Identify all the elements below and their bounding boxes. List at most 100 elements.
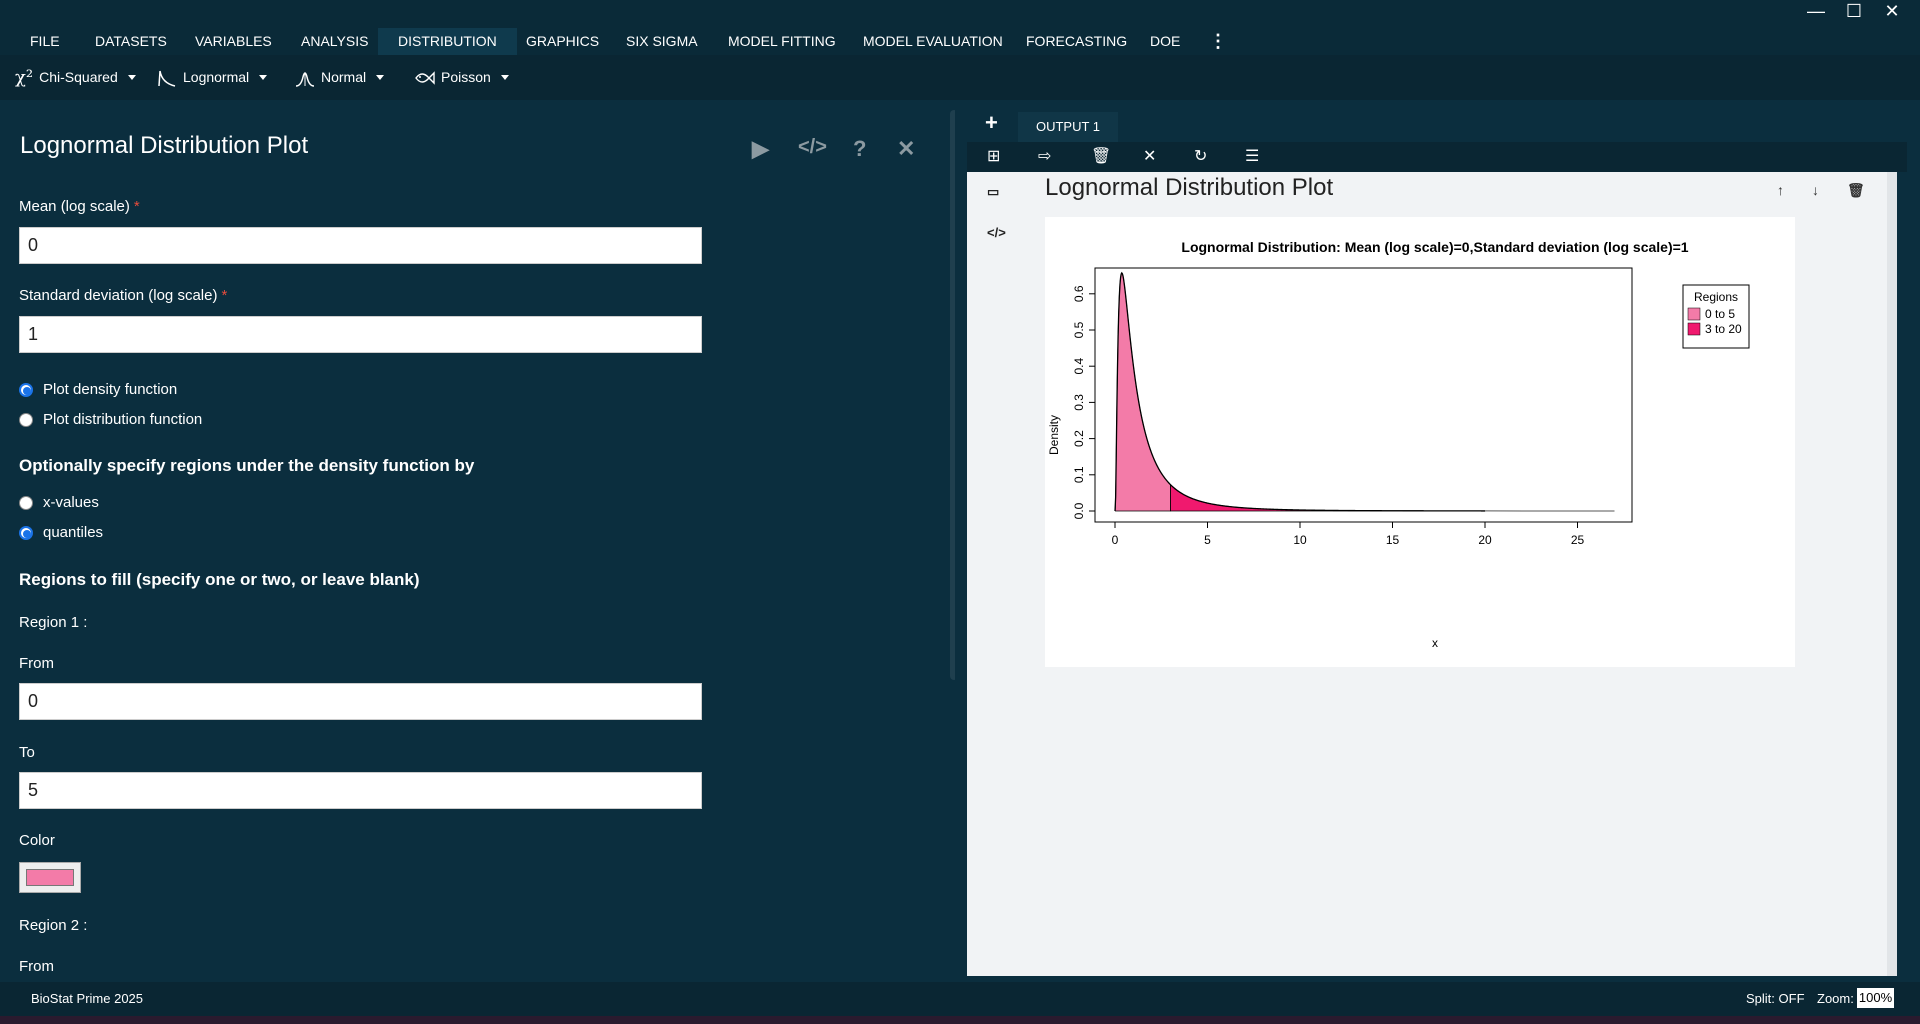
radio-checked[interactable] <box>19 525 33 540</box>
density-curve <box>1114 271 1485 512</box>
tab-output-1[interactable]: OUTPUT 1 <box>1018 112 1118 142</box>
radio-unchecked[interactable] <box>19 412 33 427</box>
list-icon[interactable]: ☰ <box>1245 148 1260 165</box>
menu-six-sigma[interactable]: SIX SIGMA <box>626 33 698 49</box>
output-toolbar: ⊞ ⇨ 🗑 ✕ ↻ ☰ <box>967 142 1907 172</box>
mean-input[interactable] <box>19 227 702 264</box>
legend-title: Regions <box>1694 290 1738 304</box>
normal-curve-icon <box>295 71 315 87</box>
help-icon[interactable]: ? <box>853 136 867 161</box>
delete-output-icon[interactable]: 🗑 <box>1847 182 1865 198</box>
normal-label: Normal <box>321 69 367 85</box>
poisson-label: Poisson <box>441 69 491 85</box>
plot-distribution-radio[interactable]: Plot distribution function <box>19 411 202 428</box>
move-up-icon[interactable]: ↑ <box>1777 182 1784 198</box>
quantiles-radio[interactable]: quantiles <box>19 524 103 541</box>
regions-heading: Optionally specify regions under the den… <box>19 456 475 475</box>
menu-model-evaluation[interactable]: MODEL EVALUATION <box>863 33 1003 49</box>
radio-checked[interactable] <box>19 382 33 397</box>
y-tick-label: 0.3 <box>1072 394 1086 411</box>
code-icon[interactable]: </> <box>987 225 1006 240</box>
required-mark: * <box>221 287 228 304</box>
lognormal-dropdown[interactable]: Lognormal <box>157 55 268 100</box>
menu-forecasting[interactable]: FORECASTING <box>1026 33 1128 49</box>
caret-down-icon <box>376 75 385 80</box>
maximize-icon[interactable]: ☐ <box>1845 1 1863 21</box>
chart-card: Lognormal Distribution: Mean (log scale)… <box>1045 217 1795 667</box>
mean-label-text: Mean (log scale) <box>19 198 130 215</box>
menu-model-fitting[interactable]: MODEL FITTING <box>728 33 836 49</box>
chart-legend: Regions 0 to 5 3 to 20 <box>1682 284 1750 349</box>
x-tick-label: 20 <box>1478 533 1492 547</box>
from2-label: From <box>19 958 54 975</box>
code-icon[interactable]: </> <box>798 136 827 158</box>
xvalues-radio[interactable]: x-values <box>19 494 99 511</box>
menu-datasets[interactable]: DATASETS <box>95 33 167 49</box>
menu-distribution[interactable]: DISTRIBUTION <box>378 28 517 55</box>
clear-icon[interactable]: ✕ <box>1143 148 1157 165</box>
output-pane: + OUTPUT 1 ⊞ ⇨ 🗑 ✕ ↻ ☰ ▭ </> Lognormal D… <box>955 100 1920 982</box>
chart-title: Lognormal Distribution: Mean (log scale)… <box>1181 239 1688 255</box>
radio-unchecked[interactable] <box>19 495 33 510</box>
menu-file[interactable]: FILE <box>30 33 60 49</box>
add-tab-icon[interactable]: + <box>985 110 998 135</box>
output-scrollbar[interactable] <box>1887 172 1897 976</box>
run-icon[interactable]: ▶ <box>752 136 769 161</box>
lognormal-chart: Lognormal Distribution: Mean (log scale)… <box>1047 239 1750 650</box>
from-input[interactable] <box>19 683 702 720</box>
output-sidebar: ▭ </> <box>967 172 1022 976</box>
add-output-icon[interactable]: ⊞ <box>987 148 1001 165</box>
color-label: Color <box>19 832 55 849</box>
close-dialog-icon[interactable]: ✕ <box>897 136 916 161</box>
y-tick-label: 0.4 <box>1072 358 1086 375</box>
legend-swatch-region2 <box>1687 322 1701 336</box>
legend-label-region2: 3 to 20 <box>1705 322 1742 336</box>
legend-label-region1: 0 to 5 <box>1705 307 1735 321</box>
x-tick-label: 15 <box>1386 533 1400 547</box>
sd-label-text: Standard deviation (log scale) <box>19 287 218 304</box>
move-down-icon[interactable]: ↓ <box>1812 182 1819 198</box>
from-label: From <box>19 655 54 672</box>
more-vert-icon[interactable]: ⋮ <box>1209 31 1227 51</box>
poisson-fish-icon <box>415 70 435 85</box>
y-axis-label: Density <box>1047 415 1061 455</box>
x-tick-label: 25 <box>1571 533 1585 547</box>
menu-analysis[interactable]: ANALYSIS <box>301 33 369 49</box>
window-bottom-edge <box>0 1016 1920 1024</box>
sd-input[interactable] <box>19 316 702 353</box>
normal-dropdown[interactable]: Normal <box>295 55 385 100</box>
y-tick-label: 0.2 <box>1072 430 1086 447</box>
plot-density-radio[interactable]: Plot density function <box>19 381 177 398</box>
status-bar: BioStat Prime 2025 Split: OFF Zoom: 100% <box>0 982 1920 1016</box>
y-tick-label: 0.1 <box>1072 466 1086 483</box>
split-toggle[interactable]: Split: OFF <box>1746 991 1805 1006</box>
menu-graphics[interactable]: GRAPHICS <box>526 33 600 49</box>
menu-variables[interactable]: VARIABLES <box>195 33 272 49</box>
export-icon[interactable]: ⇨ <box>1038 148 1052 165</box>
menu-doe[interactable]: DOE <box>1150 33 1181 49</box>
left-scrollbar[interactable] <box>950 110 958 680</box>
delete-icon[interactable]: 🗑 <box>1091 148 1112 165</box>
zoom-label: Zoom: <box>1817 991 1854 1006</box>
x-axis: 0 5 10 15 20 25 <box>1112 522 1585 547</box>
close-window-icon[interactable]: ✕ <box>1884 1 1900 21</box>
window-icon[interactable]: ▭ <box>987 184 1000 199</box>
minimize-icon[interactable]: — <box>1807 1 1825 21</box>
y-axis: 0.0 0.1 0.2 0.3 0.4 0.5 0.6 <box>1072 285 1095 519</box>
to-label: To <box>19 744 35 761</box>
color-picker[interactable] <box>19 862 81 893</box>
x-tick-label: 5 <box>1204 533 1211 547</box>
color-swatch-fill <box>26 869 74 886</box>
region-fill-2 <box>1170 483 1486 512</box>
refresh-icon[interactable]: ↻ <box>1194 148 1208 165</box>
poisson-dropdown[interactable]: Poisson <box>413 55 509 100</box>
zoom-input[interactable]: 100% <box>1857 988 1894 1008</box>
plot-title: Lognormal Distribution Plot <box>1045 174 1334 201</box>
chi-squared-dropdown[interactable]: χ² Chi-Squared <box>15 55 136 100</box>
to-input[interactable] <box>19 772 702 809</box>
y-tick-label: 0.0 <box>1072 502 1086 519</box>
x-tick-label: 10 <box>1293 533 1307 547</box>
output-area: ▭ </> Lognormal Distribution Plot ↑ ↓ 🗑 … <box>967 172 1897 976</box>
x-tick-label: 0 <box>1112 533 1119 547</box>
x-axis-label: x <box>1432 636 1438 650</box>
